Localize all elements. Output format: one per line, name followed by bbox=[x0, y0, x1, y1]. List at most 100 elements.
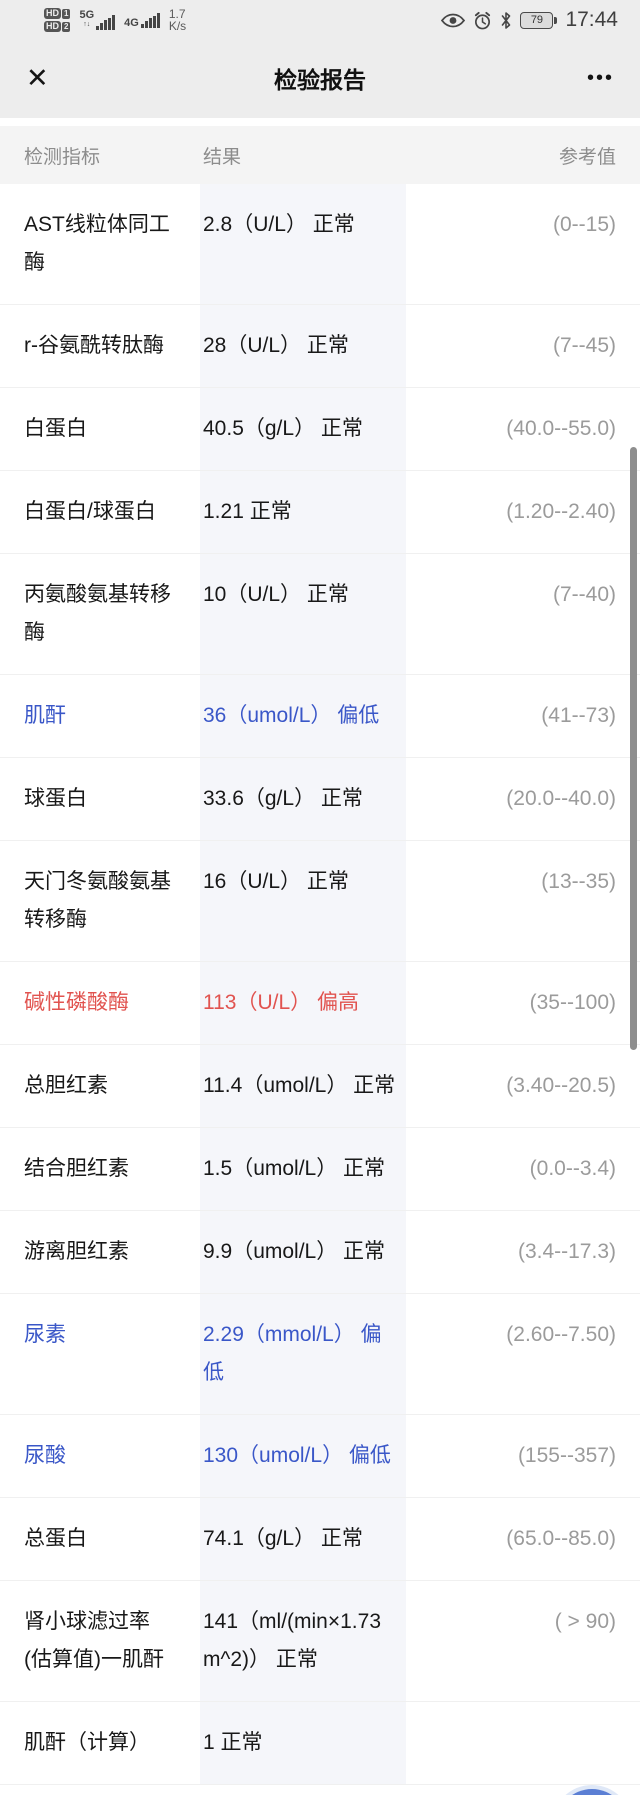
data-arrows-icon: ↑↓ bbox=[83, 21, 91, 28]
table-row: 白蛋白 40.5（g/L） 正常 (40.0--55.0) bbox=[0, 388, 640, 471]
signal-bars-icon bbox=[96, 15, 116, 30]
speed-unit: K/s bbox=[168, 19, 187, 33]
result-cell: 36（umol/L） 偏低 bbox=[200, 675, 406, 757]
result-cell: 40.5（g/L） 正常 bbox=[200, 388, 406, 470]
indicator-cell: 肌酐（计算） bbox=[24, 1731, 150, 1754]
table-row: 球蛋白 33.6（g/L） 正常 (20.0--40.0) bbox=[0, 758, 640, 841]
table-row: 白蛋白/球蛋白 1.21 正常 (1.20--2.40) bbox=[0, 471, 640, 554]
page-title: 检验报告 bbox=[274, 67, 366, 93]
result-cell: 28（U/L） 正常 bbox=[200, 305, 406, 387]
reference-cell: (3.40--20.5) bbox=[506, 1074, 616, 1097]
result-cell: 1.21 正常 bbox=[200, 471, 406, 553]
indicator-cell: r-谷氨酰转肽酶 bbox=[24, 334, 164, 357]
result-cell: 141（ml/(min×1.73 m^2)） 正常 bbox=[200, 1581, 406, 1701]
more-menu-button[interactable]: ••• bbox=[586, 66, 614, 89]
nav-bar: ✕ 检验报告 ••• bbox=[0, 38, 640, 118]
table-header: 检测指标 结果 参考值 bbox=[0, 126, 640, 184]
result-cell: 1 正常 bbox=[200, 1702, 406, 1784]
clock-time: 17:44 bbox=[565, 8, 618, 31]
table-row: 肌酐（计算） 1 正常 bbox=[0, 1702, 640, 1785]
reference-cell: (3.4--17.3) bbox=[517, 1240, 616, 1263]
network-4g-label: 4G bbox=[124, 16, 139, 29]
result-cell: 11.4（umol/L） 正常 bbox=[200, 1045, 406, 1127]
header-result: 结果 bbox=[203, 146, 242, 168]
table-row: 总蛋白 74.1（g/L） 正常 (65.0--85.0) bbox=[0, 1498, 640, 1581]
status-bar: HD 1 HD 2 5G ↑↓ 4G 1 bbox=[0, 0, 640, 38]
indicator-cell: 白蛋白/球蛋白 bbox=[24, 500, 156, 523]
indicator-cell: 肾小球滤过率(估算值)一肌酐 bbox=[24, 1610, 164, 1671]
eye-protection-icon bbox=[441, 13, 466, 28]
battery-percent: 79 bbox=[530, 14, 544, 26]
reference-cell: (41--73) bbox=[541, 704, 616, 727]
reference-cell: (0--15) bbox=[552, 213, 616, 236]
dual-sim-hd-icon: HD 1 HD 2 bbox=[44, 8, 71, 32]
table-row: 肾小球滤过率(估算值)一肌酐 141（ml/(min×1.73 m^2)） 正常… bbox=[0, 1581, 640, 1702]
table-row: 总胆红素 11.4（umol/L） 正常 (3.40--20.5) bbox=[0, 1045, 640, 1128]
reference-cell: (155--357) bbox=[517, 1444, 616, 1467]
bluetooth-icon bbox=[500, 11, 512, 30]
indicator-cell: 天门冬氨酸氨基转移酶 bbox=[24, 870, 171, 931]
status-bar-right: 79 17:44 bbox=[441, 8, 618, 32]
indicator-cell: AST线粒体同工酶 bbox=[24, 213, 170, 274]
reference-cell: (20.0--40.0) bbox=[506, 787, 616, 810]
table-row: 尿酸 130（umol/L） 偏低 (155--357) bbox=[0, 1415, 640, 1498]
reference-cell: (7--40) bbox=[552, 583, 616, 606]
table-row: 肌酐 36（umol/L） 偏低 (41--73) bbox=[0, 675, 640, 758]
reference-cell: (1.20--2.40) bbox=[506, 500, 616, 523]
sim1-number: 1 bbox=[62, 8, 71, 19]
table-row: 天门冬氨酸氨基转移酶 16（U/L） 正常 (13--35) bbox=[0, 841, 640, 962]
header-reference: 参考值 bbox=[558, 146, 616, 168]
sim2-number: 2 bbox=[62, 21, 71, 32]
result-cell: 2.8（U/L） 正常 bbox=[200, 184, 406, 304]
scrollbar-thumb[interactable] bbox=[630, 447, 637, 1050]
table-row: r-谷氨酰转肽酶 28（U/L） 正常 (7--45) bbox=[0, 305, 640, 388]
table-row: 丙氨酸氨基转移酶 10（U/L） 正常 (7--40) bbox=[0, 554, 640, 675]
signal-bars-icon bbox=[140, 12, 160, 28]
table-row: 游离胆红素 9.9（umol/L） 正常 (3.4--17.3) bbox=[0, 1211, 640, 1294]
battery-icon: 79 bbox=[520, 11, 558, 29]
indicator-cell: 肌酐 bbox=[24, 704, 66, 727]
close-button[interactable]: ✕ bbox=[26, 62, 49, 93]
result-cell: 33.6（g/L） 正常 bbox=[200, 758, 406, 840]
table-row: AST线粒体同工酶 2.8（U/L） 正常 (0--15) bbox=[0, 184, 640, 305]
indicator-cell: 尿素 bbox=[24, 1323, 66, 1346]
reference-cell: (65.0--85.0) bbox=[506, 1527, 616, 1550]
table-row: 尿素 2.29（mmol/L） 偏低 (2.60--7.50) bbox=[0, 1294, 640, 1415]
table-row: 碱性磷酸酶 113（U/L） 偏高 (35--100) bbox=[0, 962, 640, 1045]
table-row: 结合胆红素 1.5（umol/L） 正常 (0.0--3.4) bbox=[0, 1128, 640, 1211]
lab-results-table: AST线粒体同工酶 2.8（U/L） 正常 (0--15) r-谷氨酰转肽酶 2… bbox=[0, 184, 640, 1785]
signal-4g: 4G bbox=[124, 12, 160, 29]
network-5g-label: 5G bbox=[79, 9, 95, 21]
result-cell: 9.9（umol/L） 正常 bbox=[200, 1211, 406, 1293]
reference-cell: (40.0--55.0) bbox=[506, 417, 616, 440]
reference-cell bbox=[406, 1702, 640, 1784]
hd-sim1-icon: HD 1 bbox=[44, 8, 71, 19]
hd-label: HD bbox=[44, 21, 61, 32]
reference-cell: (2.60--7.50) bbox=[506, 1323, 616, 1346]
result-cell: 1.5（umol/L） 正常 bbox=[200, 1128, 406, 1210]
result-cell: 16（U/L） 正常 bbox=[200, 841, 406, 961]
indicator-cell: 白蛋白 bbox=[24, 417, 87, 440]
status-bar-left: HD 1 HD 2 5G ↑↓ 4G 1 bbox=[44, 8, 186, 32]
reference-cell: (0.0--3.4) bbox=[529, 1157, 616, 1180]
signal-5g: 5G ↑↓ bbox=[79, 9, 116, 30]
hd-label: HD bbox=[44, 8, 61, 19]
indicator-cell: 丙氨酸氨基转移酶 bbox=[24, 583, 171, 644]
reference-cell: ( > 90) bbox=[554, 1610, 616, 1633]
indicator-cell: 游离胆红素 bbox=[24, 1240, 129, 1263]
indicator-cell: 尿酸 bbox=[24, 1444, 66, 1467]
result-cell: 130（umol/L） 偏低 bbox=[200, 1415, 406, 1497]
reference-cell: (13--35) bbox=[541, 870, 616, 893]
speed-value: 1.7 bbox=[168, 7, 186, 21]
network-speed: 1.7 K/s bbox=[169, 8, 186, 32]
reference-cell: (35--100) bbox=[529, 991, 616, 1014]
alarm-icon bbox=[473, 11, 492, 30]
nav-table-divider bbox=[0, 118, 640, 126]
indicator-cell: 球蛋白 bbox=[24, 787, 87, 810]
result-cell: 74.1（g/L） 正常 bbox=[200, 1498, 406, 1580]
header-indicator: 检测指标 bbox=[24, 146, 101, 168]
floating-button-peek[interactable] bbox=[556, 1789, 628, 1795]
indicator-cell: 结合胆红素 bbox=[24, 1157, 129, 1180]
result-cell: 2.29（mmol/L） 偏低 bbox=[200, 1294, 406, 1414]
